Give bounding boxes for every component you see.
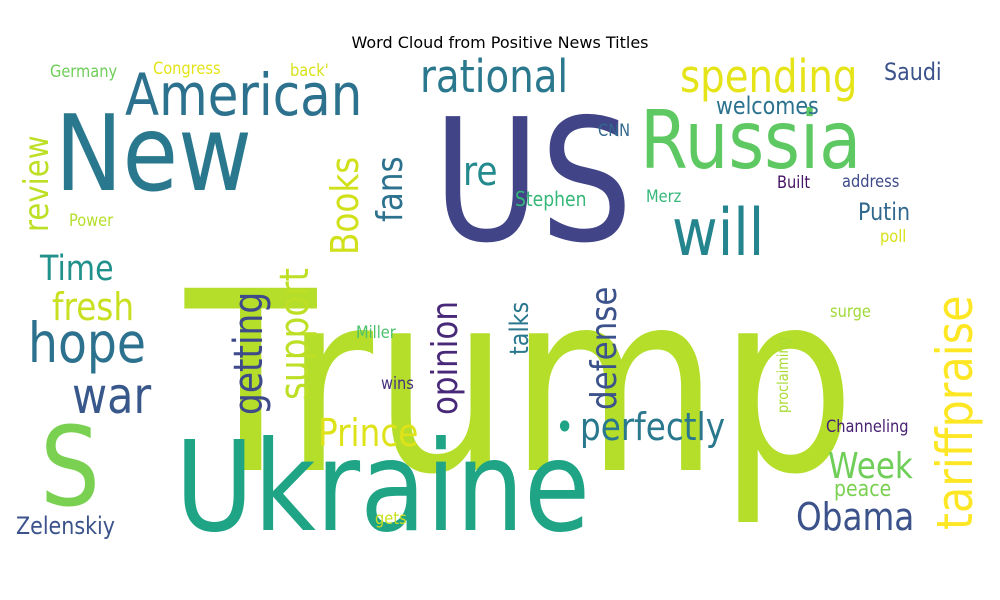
word-built: Built (777, 172, 810, 192)
word-hope: hope (28, 312, 146, 376)
word-tariffpraise: tariffpraise (926, 295, 984, 530)
word-saudi: Saudi (884, 59, 942, 87)
word-bullet: • (555, 406, 574, 450)
word-war: war (72, 367, 152, 425)
word-surge: surge (830, 301, 871, 321)
word-books: Books (324, 157, 368, 255)
word-s: S (40, 404, 100, 532)
word-opinion: opinion (424, 301, 466, 415)
word-support: support (270, 268, 317, 400)
word-proclaiming: proclaiming (775, 337, 792, 413)
word-trump: Trump (184, 238, 855, 529)
word-prince: Prince (318, 412, 418, 456)
word-will: will (672, 196, 764, 271)
word-fresh: fresh (52, 286, 134, 330)
word-fans: fans (369, 156, 411, 222)
word-getting: getting (224, 292, 271, 415)
word-back: back' (290, 60, 329, 80)
word-peace: peace (834, 476, 891, 502)
word-spending: spending (680, 50, 857, 103)
word-zelenskiy: Zelenskiy (16, 513, 115, 541)
word-talks: talks (503, 302, 534, 355)
word-american: American (125, 61, 362, 129)
word-us: US (433, 83, 633, 280)
word-defense: defense (583, 287, 625, 410)
word-review: review (18, 135, 57, 232)
word-time: Time (39, 248, 114, 289)
word-new: New (55, 93, 252, 215)
word-re: re (463, 147, 498, 194)
word-obama: Obama (796, 496, 914, 540)
word-merz: Merz (646, 186, 681, 206)
word-power: Power (69, 210, 114, 230)
word-germany: Germany (50, 61, 117, 81)
word-gets: gets (375, 508, 407, 528)
word-poll: poll (880, 226, 906, 246)
word-address: address (842, 171, 899, 191)
word-stephen: Stephen (515, 189, 587, 212)
word-russia: Russia (640, 94, 861, 187)
word-miller: Miller (356, 322, 396, 342)
word-rational: rational (420, 50, 568, 103)
word-wins: wins (381, 373, 414, 393)
word-channeling: Channeling (826, 416, 909, 436)
word-ukraine: Ukraine (175, 415, 590, 560)
chart-title: Word Cloud from Positive News Titles (351, 33, 649, 52)
word-congress: Congress (153, 58, 221, 78)
word-week: Week (828, 445, 913, 487)
word-putin: Putin (858, 199, 910, 227)
word-welcomes: welcomes (716, 93, 819, 121)
word-perfectly: perfectly (580, 406, 725, 450)
word-cnn: CNN (598, 120, 630, 140)
